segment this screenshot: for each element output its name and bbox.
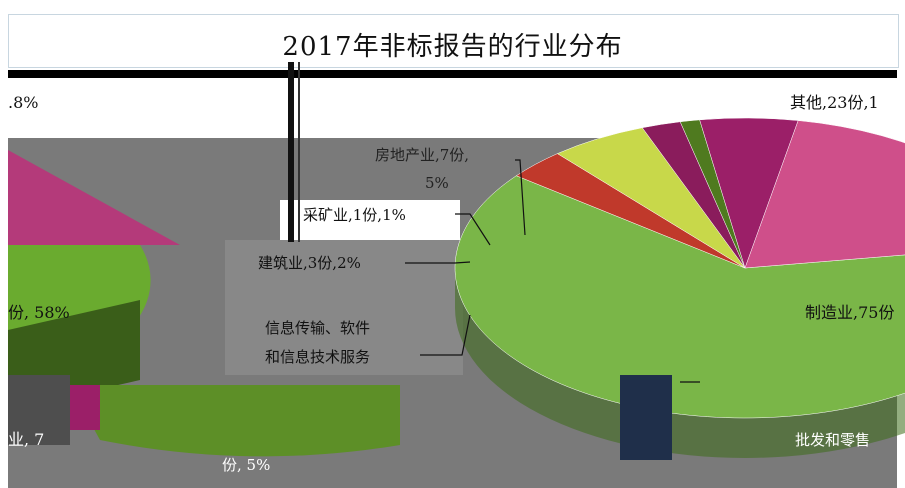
label-mining: 采矿业,1份,1% — [303, 206, 406, 224]
pie-slices — [454, 117, 905, 458]
leader-mining — [455, 213, 491, 246]
center-overlay-white — [280, 200, 460, 240]
artifact-bar-1 — [288, 62, 294, 242]
leader-construction — [405, 261, 471, 264]
label-it-services-2: 和信息技术服务 — [265, 348, 370, 366]
label-real-estate-2: 5% — [425, 174, 449, 192]
ghost-bottom-green — [70, 385, 400, 457]
title-frame — [8, 14, 899, 68]
artifact-bar-3 — [620, 375, 672, 460]
label-manufacturing: 制造业,75份 — [805, 303, 894, 322]
ghost-bottom-light — [8, 375, 70, 445]
glitch-band-top — [8, 70, 897, 78]
label-construction: 建筑业,3份,2% — [258, 254, 361, 272]
ghost-label-bottom-center: 份, 5% — [222, 456, 270, 474]
ghost-label-left-top: .8% — [8, 93, 38, 112]
slice-manufacturing — [454, 175, 905, 419]
pie-depth-rim — [455, 268, 905, 458]
ghost-label-left-mid: 份, 58% — [8, 303, 70, 322]
label-wholesale: 批发和零售 — [795, 431, 870, 449]
chart-title: 2017年非标报告的行业分布 — [282, 32, 623, 62]
ghost-bottom-magenta — [70, 385, 100, 430]
label-real-estate-1: 房地产业,7份, — [375, 146, 469, 164]
leader-lines — [405, 159, 700, 383]
label-it-services-1: 信息传输、软件 — [265, 319, 370, 337]
leader-it-services — [420, 314, 471, 356]
data-labels: 制造业,75份 其他,23份,1 房地产业,7份, 5% 采矿业,1份,1% 建筑业,3份… — [8, 93, 894, 474]
ghost-label-left-bottom: 业, 7 — [8, 430, 44, 449]
label-other: 其他,23份,1 — [790, 93, 879, 112]
slice-other — [744, 120, 905, 269]
leader-real-estate — [515, 159, 526, 236]
artifact-bar-2 — [298, 62, 300, 242]
ghost-slice-magenta — [8, 150, 180, 245]
